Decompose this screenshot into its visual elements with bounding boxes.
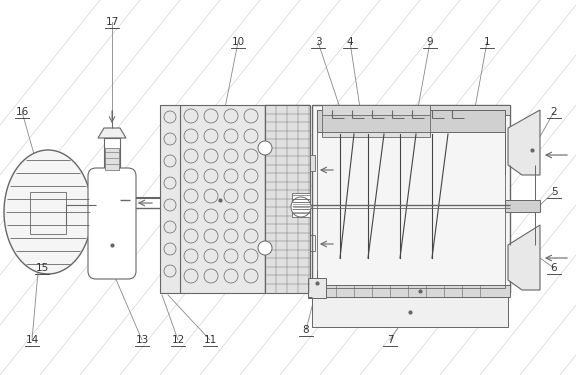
Polygon shape xyxy=(98,128,126,138)
Bar xyxy=(505,200,540,212)
Bar xyxy=(308,278,326,298)
Text: 16: 16 xyxy=(16,107,29,117)
Bar xyxy=(317,110,505,288)
Polygon shape xyxy=(508,110,540,175)
Text: 7: 7 xyxy=(386,335,393,345)
Text: 4: 4 xyxy=(347,37,353,47)
Bar xyxy=(160,105,180,293)
Bar xyxy=(104,138,120,176)
Bar xyxy=(322,105,430,115)
Text: 10: 10 xyxy=(232,37,245,47)
Bar xyxy=(265,105,310,293)
Text: 12: 12 xyxy=(172,335,185,345)
Bar xyxy=(322,132,430,137)
Text: 1: 1 xyxy=(484,37,490,47)
FancyBboxPatch shape xyxy=(88,168,136,279)
Text: 17: 17 xyxy=(105,17,119,27)
Bar xyxy=(30,192,66,234)
Text: 8: 8 xyxy=(302,325,309,335)
Bar xyxy=(310,155,315,171)
Bar xyxy=(312,285,510,297)
Circle shape xyxy=(291,197,311,217)
Text: 11: 11 xyxy=(203,335,217,345)
Text: 2: 2 xyxy=(551,107,558,117)
Text: 6: 6 xyxy=(551,263,558,273)
Text: 9: 9 xyxy=(427,37,433,47)
Bar xyxy=(180,105,265,293)
Text: 15: 15 xyxy=(35,263,48,273)
Bar xyxy=(312,105,510,293)
Bar xyxy=(105,148,119,170)
Ellipse shape xyxy=(4,150,92,274)
Polygon shape xyxy=(508,225,540,290)
Bar xyxy=(310,235,315,251)
Bar xyxy=(312,297,508,327)
Text: 14: 14 xyxy=(25,335,39,345)
Bar xyxy=(430,105,510,115)
Text: 13: 13 xyxy=(135,335,149,345)
Circle shape xyxy=(258,241,272,255)
Text: 5: 5 xyxy=(551,187,558,197)
Bar xyxy=(317,110,505,132)
Text: 3: 3 xyxy=(314,37,321,47)
Bar xyxy=(292,193,310,217)
Circle shape xyxy=(258,141,272,155)
